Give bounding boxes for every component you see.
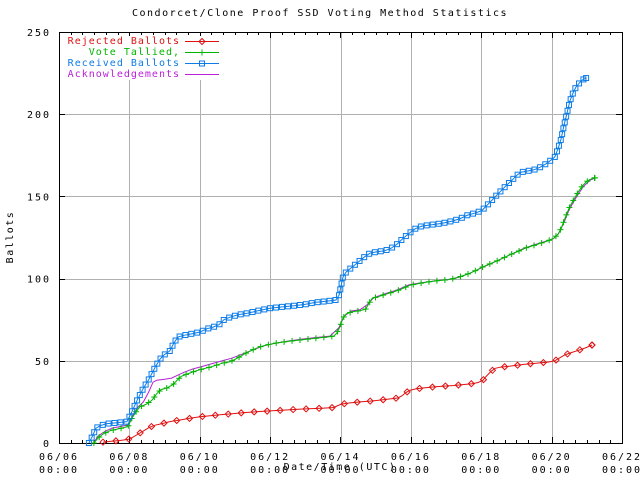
chart-title: Condorcet/Clone Proof SSD Voting Method … xyxy=(131,8,509,19)
x-tick-label: 00:00 xyxy=(602,465,640,476)
x-tick-label: 00:00 xyxy=(391,465,431,476)
y-tick-label: 0 xyxy=(43,439,51,450)
x-tick-label: 06/08 xyxy=(109,452,149,463)
legend-sample-line xyxy=(185,74,219,75)
y-tick-label: 150 xyxy=(27,192,51,203)
legend-item-acknowledgements: Acknowledgements xyxy=(60,69,221,80)
legend-label: Received Ballots xyxy=(67,58,180,69)
legend-item-vote-tallied: Vote Tallied, xyxy=(60,47,221,58)
legend-sample-line xyxy=(185,49,219,56)
y-axis-title: Ballots xyxy=(5,211,16,264)
y-tick-label: 100 xyxy=(27,275,51,286)
x-tick-label: 06/12 xyxy=(250,452,290,463)
legend-sample-line xyxy=(185,60,219,67)
x-tick-label: 06/20 xyxy=(532,452,572,463)
x-tick-label: 00:00 xyxy=(532,465,572,476)
legend-item-rejected-ballots: Rejected Ballots xyxy=(60,36,221,47)
x-tick-label: 00:00 xyxy=(250,465,290,476)
legend: Rejected Ballots Vote Tallied, Received … xyxy=(60,36,223,80)
legend-item-received-ballots: Received Ballots xyxy=(60,58,221,69)
x-tick-label: 00:00 xyxy=(39,465,79,476)
x-tick-label: 00:00 xyxy=(109,465,149,476)
x-tick-label: 06/22 xyxy=(602,452,640,463)
legend-sample-line xyxy=(185,37,219,46)
y-tick-label: 50 xyxy=(35,357,51,368)
x-tick-label: 00:00 xyxy=(461,465,501,476)
axis-labels: 06/06 00:00 06/08 00:00 06/10 00:00 06/12 00:00… xyxy=(5,28,640,476)
x-axis-title: Date/Time (UTC) xyxy=(284,462,397,473)
x-tick-label: 06/16 xyxy=(391,452,431,463)
x-tick-label: 06/14 xyxy=(320,452,360,463)
y-tick-label: 200 xyxy=(27,110,51,121)
legend-label: Vote Tallied, xyxy=(88,47,180,58)
x-tick-label: 06/18 xyxy=(461,452,501,463)
series-received-ballots xyxy=(85,75,590,446)
x-tick-label: 06/06 xyxy=(39,452,79,463)
x-tick-label: 06/10 xyxy=(180,452,220,463)
y-tick-label: 250 xyxy=(27,28,51,39)
series-vote-tallied xyxy=(90,174,598,446)
grid xyxy=(59,32,622,443)
x-tick-label: 00:00 xyxy=(180,465,220,476)
x-tick-label: 00:00 xyxy=(320,465,360,476)
series-rejected-ballots xyxy=(99,341,596,446)
legend-label: Acknowledgements xyxy=(67,69,180,80)
legend-label: Rejected Ballots xyxy=(67,36,180,47)
